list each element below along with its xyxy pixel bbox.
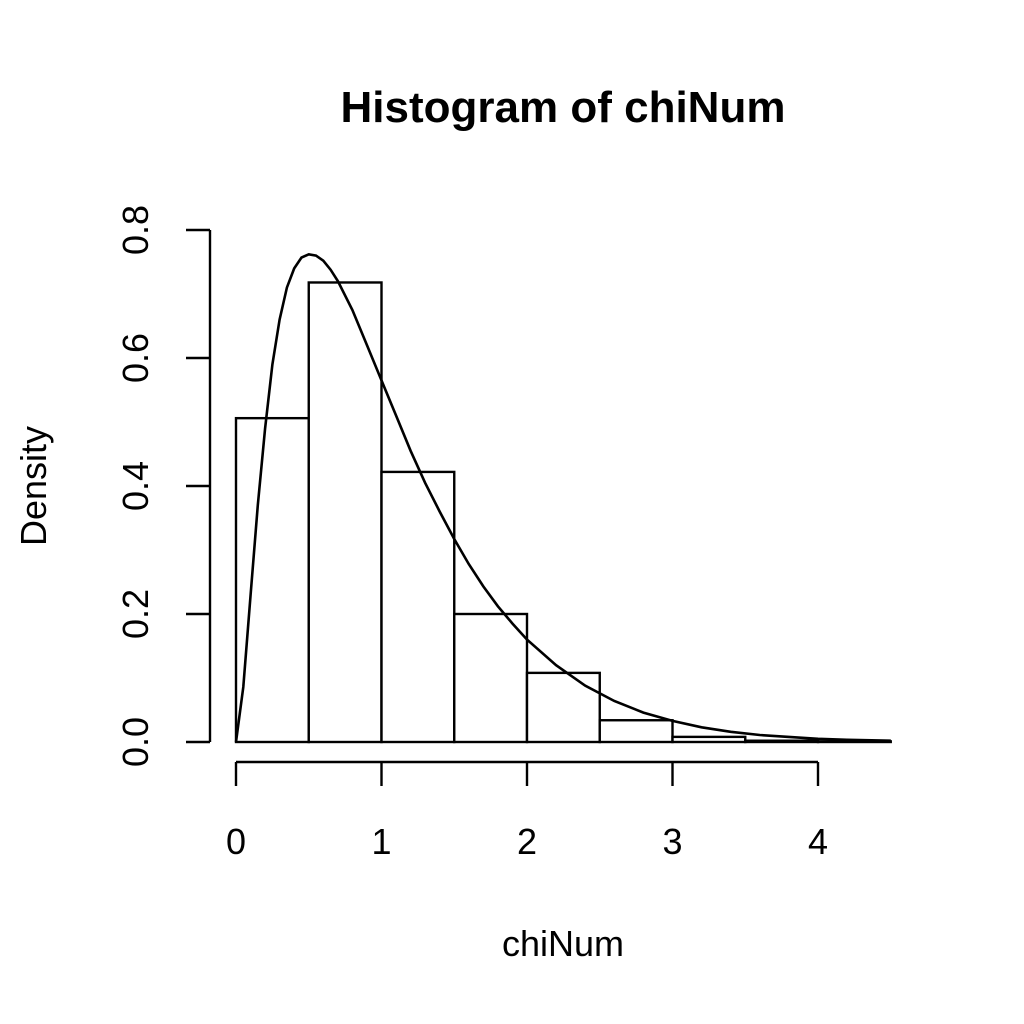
histogram-bar-0	[234, 416, 310, 744]
histogram-bar-7	[744, 739, 820, 744]
density-curve	[234, 252, 891, 743]
histogram-bar-4	[525, 671, 601, 744]
histogram-bar-5	[598, 719, 674, 744]
y-tick-label-1: 0.2	[115, 589, 156, 639]
x-tick-label-3: 3	[662, 821, 682, 862]
histogram-bar-6	[671, 735, 747, 744]
y-tick-label-4: 0.8	[115, 205, 156, 255]
y-axis-label: Density	[13, 426, 54, 546]
x-tick-label-4: 4	[808, 821, 828, 862]
y-tick-label-2: 0.4	[115, 461, 156, 511]
chart-title: Histogram of chiNum	[341, 83, 786, 132]
x-tick-label-0: 0	[226, 821, 246, 862]
x-tick-label-2: 2	[517, 821, 537, 862]
x-tick-label-1: 1	[371, 821, 391, 862]
y-tick-label-0: 0.0	[115, 717, 156, 767]
y-tick-label-3: 0.6	[115, 333, 156, 383]
histogram-bar-2	[380, 470, 456, 744]
y-axis: 0.0 0.2 0.4 0.6 0.8	[115, 205, 212, 767]
histogram-bar-1	[307, 281, 383, 744]
density-curve-layer	[234, 252, 891, 743]
histogram-bars	[234, 281, 892, 744]
x-axis-label: chiNum	[502, 923, 624, 964]
x-axis: 0 1 2 3 4	[226, 760, 828, 862]
histogram-bar-3	[453, 612, 529, 744]
